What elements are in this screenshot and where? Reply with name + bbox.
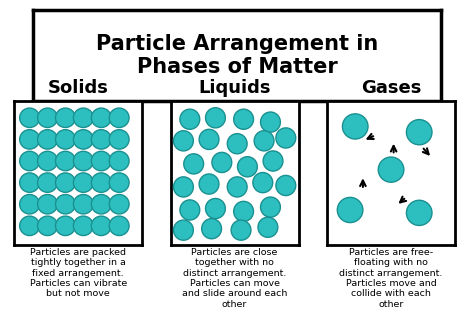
Ellipse shape (263, 151, 283, 171)
Ellipse shape (37, 151, 57, 171)
Ellipse shape (73, 151, 93, 171)
Ellipse shape (180, 109, 200, 129)
Text: Particles are free-
floating with no
distinct arrangement.
Particles move and
co: Particles are free- floating with no dis… (339, 248, 443, 309)
Ellipse shape (55, 130, 75, 149)
Ellipse shape (173, 220, 193, 240)
Ellipse shape (109, 151, 129, 171)
Ellipse shape (109, 195, 129, 214)
Ellipse shape (73, 130, 93, 149)
Text: Gases: Gases (361, 79, 421, 97)
Ellipse shape (73, 108, 93, 128)
Ellipse shape (261, 197, 281, 217)
Ellipse shape (180, 200, 200, 220)
Ellipse shape (199, 129, 219, 149)
Ellipse shape (91, 108, 111, 128)
Ellipse shape (109, 108, 129, 128)
Ellipse shape (55, 195, 75, 214)
Text: Particle Arrangement in
Phases of Matter: Particle Arrangement in Phases of Matter (96, 34, 378, 77)
Ellipse shape (37, 130, 57, 149)
Ellipse shape (258, 217, 278, 237)
Ellipse shape (201, 219, 221, 239)
Ellipse shape (91, 195, 111, 214)
Ellipse shape (55, 108, 75, 128)
Ellipse shape (19, 216, 39, 236)
Ellipse shape (206, 198, 225, 219)
Ellipse shape (19, 173, 39, 192)
Ellipse shape (37, 216, 57, 236)
Ellipse shape (227, 177, 247, 197)
Text: Solids: Solids (48, 79, 109, 97)
Ellipse shape (227, 134, 247, 154)
Ellipse shape (73, 216, 93, 236)
Ellipse shape (109, 216, 129, 236)
Ellipse shape (91, 130, 111, 149)
Ellipse shape (37, 173, 57, 192)
Ellipse shape (73, 173, 93, 192)
Ellipse shape (406, 200, 432, 225)
Ellipse shape (276, 128, 296, 148)
Ellipse shape (184, 154, 204, 174)
Ellipse shape (254, 131, 274, 151)
Ellipse shape (19, 151, 39, 171)
Ellipse shape (19, 130, 39, 149)
Ellipse shape (261, 112, 281, 132)
Ellipse shape (91, 151, 111, 171)
Ellipse shape (276, 176, 296, 196)
Ellipse shape (37, 108, 57, 128)
Ellipse shape (55, 151, 75, 171)
Ellipse shape (19, 108, 39, 128)
Ellipse shape (55, 216, 75, 236)
Ellipse shape (91, 173, 111, 192)
Text: Particles are close
together with no
distinct arrangement.
Particles can move
an: Particles are close together with no dis… (182, 248, 287, 309)
Ellipse shape (173, 177, 193, 197)
Ellipse shape (206, 108, 225, 128)
Ellipse shape (231, 220, 251, 240)
Ellipse shape (109, 173, 129, 192)
Ellipse shape (342, 114, 368, 139)
Ellipse shape (199, 174, 219, 194)
Text: Liquids: Liquids (199, 79, 271, 97)
Ellipse shape (253, 173, 273, 193)
Ellipse shape (337, 197, 363, 222)
Ellipse shape (234, 109, 254, 129)
Ellipse shape (173, 131, 193, 151)
Ellipse shape (378, 157, 404, 182)
Ellipse shape (19, 195, 39, 214)
Ellipse shape (109, 130, 129, 149)
Ellipse shape (212, 152, 232, 173)
Ellipse shape (234, 201, 254, 221)
Ellipse shape (55, 173, 75, 192)
Ellipse shape (37, 195, 57, 214)
Ellipse shape (237, 157, 257, 177)
Ellipse shape (73, 195, 93, 214)
Ellipse shape (406, 120, 432, 145)
Text: Particles are packed
tightly together in a
fixed arrangement.
Particles can vibr: Particles are packed tightly together in… (29, 248, 127, 298)
Ellipse shape (91, 216, 111, 236)
